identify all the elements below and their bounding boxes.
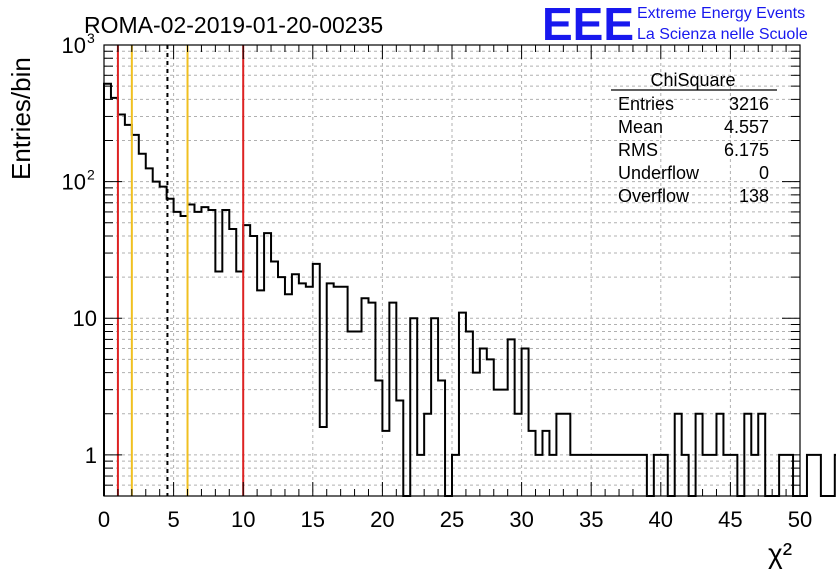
histogram-outline [103,82,836,497]
stats-row-label: Overflow [618,186,690,206]
histogram-bin [542,431,549,496]
y-tick-label: 10 [62,170,86,195]
histogram-bin [132,135,139,496]
histogram-bin [501,390,508,496]
histogram-bin [264,233,271,496]
histogram-bin [125,125,132,496]
histogram-bin [278,277,285,496]
stats-row-label: Mean [618,117,663,137]
x-tick-labels: 0 5 10 15 20 25 30 35 40 45 50 [98,507,812,532]
histogram-bin [410,318,417,496]
stats-rows: Entries 3216 Mean 4.557 RMS 6.175 Underflow 0 Ov… [618,94,769,206]
x-tick-label: 50 [788,507,812,532]
histogram-bin [529,431,536,496]
y-tick-exponent: 3 [87,30,95,46]
eee-brand: EEE Extreme Energy Events La Scienza nel… [542,0,808,50]
histogram-bin [201,207,208,496]
x-tick-label: 45 [718,507,742,532]
histogram-bin [508,339,515,496]
x-tick-label: 15 [301,507,325,532]
histogram-bin [362,298,369,496]
histogram-bin [236,271,243,496]
stats-row-value: 4.557 [724,117,769,137]
histogram-bin [438,381,445,496]
histogram-bin [396,401,403,496]
stats-row-value: 138 [739,186,769,206]
axis-ticks [103,45,801,496]
x-tick-label: 5 [167,507,179,532]
histogram-bin [807,455,814,496]
histogram-bin [215,271,222,496]
histogram-bin [167,199,174,496]
x-tick-label: 20 [370,507,394,532]
histogram-bin [194,212,201,496]
histogram-bin [292,274,299,496]
y-tick-label: 10 [73,306,97,331]
histogram-bin [487,359,494,496]
stats-row-value: 3216 [729,94,769,114]
stats-box: ChiSquare Entries 3216 Mean 4.557 RMS 6.175 Un… [611,70,777,206]
histogram-bin [375,381,382,496]
stats-row-label: RMS [618,140,658,160]
x-tick-label: 10 [231,507,255,532]
stats-title: ChiSquare [650,70,735,90]
stats-row-label: Underflow [618,163,700,183]
x-tick-label: 25 [440,507,464,532]
histogram-bin [104,84,111,496]
x-tick-label: 40 [649,507,673,532]
histogram-bin [814,455,821,496]
histogram-bin [522,349,529,496]
stats-row-label: Entries [618,94,674,114]
marker-lines [116,45,245,496]
histogram-bin [480,349,487,496]
x-tick-label: 0 [98,507,110,532]
x-axis-label: χ² [768,538,792,569]
grid-lines [104,45,800,496]
y-axis-label: Entries/bin [6,57,36,180]
histogram-bin [257,290,264,496]
histogram-bin [473,373,480,496]
eee-logo: EEE [542,0,634,50]
chart-title: ROMA-02-2019-01-20-00235 [84,12,383,38]
y-tick-label: 10 [62,33,86,58]
histogram-bin [153,182,160,496]
histogram-bin [118,114,125,496]
x-tick-label: 35 [579,507,603,532]
brand-line-1: Extreme Energy Events [637,5,805,22]
stats-row-value: 6.175 [724,140,769,160]
y-tick-exponent: 2 [87,167,95,183]
histogram-bin [181,216,188,496]
stats-row-value: 0 [759,163,769,183]
y-tick-label: 1 [85,443,97,468]
histogram-bin [229,229,236,496]
histogram-bin [160,187,167,496]
histogram-bin [111,98,118,496]
histogram-bin [382,431,389,496]
histogram-bin [188,205,195,496]
histogram-bin [494,390,501,496]
histogram-series [103,82,836,497]
histogram-bin [250,236,257,496]
histogram-bin [243,225,250,496]
histogram-bin [146,168,153,496]
histogram-bin [174,212,181,496]
x-tick-label: 30 [509,507,533,532]
brand-line-2: La Scienza nelle Scuole [637,26,808,43]
histogram-bin [431,318,438,496]
